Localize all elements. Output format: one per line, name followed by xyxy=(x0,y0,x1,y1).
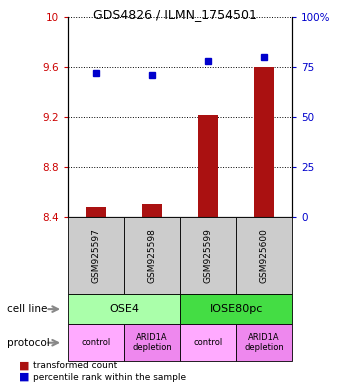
Bar xyxy=(198,114,218,217)
Text: ■: ■ xyxy=(19,372,30,382)
Text: GSM925597: GSM925597 xyxy=(92,228,101,283)
Text: GDS4826 / ILMN_1754501: GDS4826 / ILMN_1754501 xyxy=(93,8,257,22)
Text: protocol: protocol xyxy=(7,338,50,348)
Text: ARID1A
depletion: ARID1A depletion xyxy=(244,333,284,353)
Text: GSM925599: GSM925599 xyxy=(204,228,213,283)
Text: ARID1A
depletion: ARID1A depletion xyxy=(132,333,172,353)
Text: control: control xyxy=(82,338,111,347)
Text: control: control xyxy=(194,338,223,347)
Text: GSM925600: GSM925600 xyxy=(260,228,269,283)
Text: GSM925598: GSM925598 xyxy=(148,228,157,283)
Text: percentile rank within the sample: percentile rank within the sample xyxy=(33,372,186,382)
Bar xyxy=(86,207,106,217)
Bar xyxy=(142,205,162,217)
Bar xyxy=(254,67,274,217)
Text: IOSE80pc: IOSE80pc xyxy=(210,304,263,314)
Text: ■: ■ xyxy=(19,361,30,371)
Text: OSE4: OSE4 xyxy=(109,304,139,314)
Text: transformed count: transformed count xyxy=(33,361,118,370)
Text: cell line: cell line xyxy=(7,304,47,314)
